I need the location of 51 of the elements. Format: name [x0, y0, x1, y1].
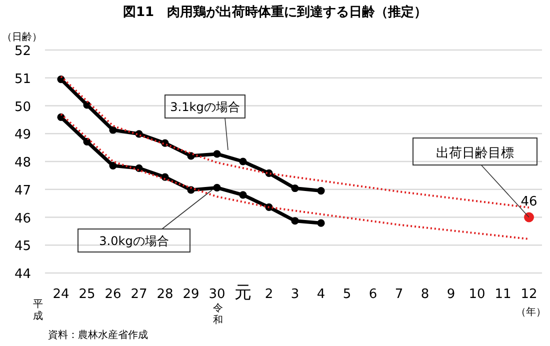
x-tick-label: 8: [420, 287, 430, 302]
x-tick-label: 26: [104, 287, 122, 302]
text: 平成: [33, 299, 43, 322]
x-axis-title: （年）: [516, 306, 546, 318]
x-tick-label: 7: [394, 287, 404, 302]
y-tick-label: 48: [14, 156, 31, 170]
text: 資料：農林水産省作成: [48, 329, 148, 341]
point: [109, 162, 117, 170]
x-tick-label: 6: [368, 287, 378, 302]
y-tick-label: 44: [14, 267, 31, 282]
x-tick-label: 25: [78, 287, 96, 302]
y-tick-label: 47: [14, 183, 31, 198]
point: [291, 217, 299, 225]
text: 3.1kgの場合: [170, 100, 240, 114]
x-tick-label: 12: [520, 287, 538, 302]
point: [317, 219, 325, 227]
x-tick-label: 3: [290, 287, 300, 302]
y-tick-label: 49: [14, 128, 31, 143]
point: [317, 186, 325, 195]
y-tick-label: 50: [14, 100, 31, 115]
x-tick-label: 11: [494, 287, 512, 302]
x-tick-label: 5: [342, 287, 352, 302]
point: [83, 138, 91, 146]
point: [291, 184, 299, 192]
point: [213, 184, 221, 192]
point: [239, 158, 247, 166]
x-tick-label: 24: [52, 287, 70, 302]
y-axis-title: （日齢）: [2, 31, 42, 43]
point: [161, 173, 169, 181]
point: [239, 191, 247, 199]
x-tick-label: 9: [446, 287, 456, 302]
x-tick-label: 29: [182, 287, 200, 302]
data-label: 46: [520, 194, 538, 210]
y-tick-label: 46: [14, 211, 31, 226]
chart-title: 図11 肉用鶏が出荷時体重に到達する日齢（推定）: [122, 4, 428, 20]
text: 令和: [213, 302, 223, 326]
point: [109, 126, 117, 134]
y-tick-label: 52: [14, 44, 31, 59]
x-tick-label: 30: [208, 287, 226, 302]
annotation: 出荷日齢目標: [436, 146, 514, 161]
y-tick-label: 45: [14, 239, 31, 254]
point: [135, 164, 143, 172]
x-tick-label: 10: [468, 287, 486, 302]
y-tick-label: 51: [14, 72, 31, 87]
x-tick-label: 27: [130, 287, 148, 302]
x-tick-label: 4: [316, 287, 326, 302]
point: [213, 150, 221, 158]
text: 3.0kgの場合: [99, 234, 169, 248]
x-tick-label: 元: [234, 283, 252, 303]
x-tick-label: 2: [264, 287, 274, 302]
x-tick-label: 28: [156, 287, 174, 302]
